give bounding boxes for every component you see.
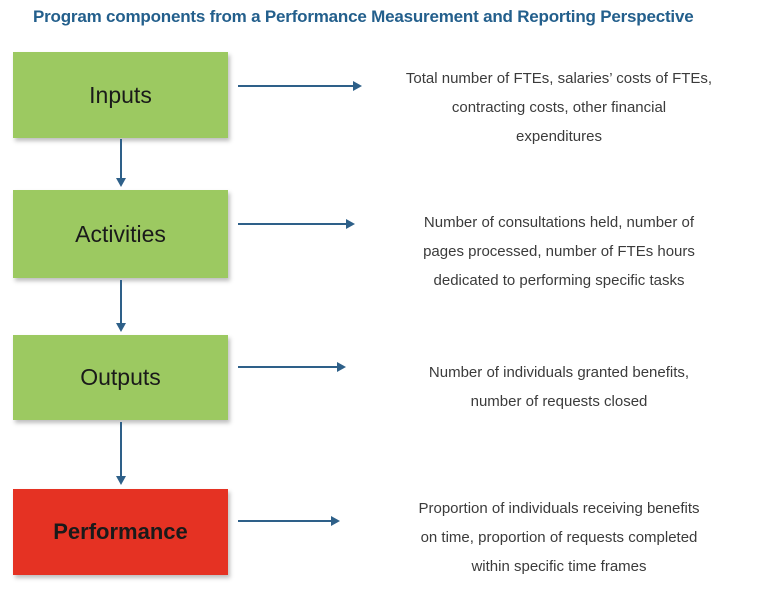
- arrow-shaft: [238, 366, 337, 368]
- arrowhead-down-icon: [115, 323, 126, 332]
- down-arrow-inputs-activities: [115, 139, 126, 187]
- arrow-shaft: [238, 223, 346, 225]
- activities-description: Number of consultations held, number of …: [423, 214, 695, 289]
- arrowhead-right-icon: [337, 362, 346, 372]
- down-arrow-activities-outputs: [115, 280, 126, 332]
- outputs-description: Number of individuals granted benefits, …: [428, 364, 690, 410]
- outputs-box-label: Outputs: [80, 364, 161, 390]
- inputs-box-label: Inputs: [89, 81, 152, 108]
- arrow-shaft: [119, 280, 122, 323]
- activities-box-label: Activities: [75, 220, 166, 247]
- right-arrow-activities: [238, 219, 355, 229]
- outputs-box: Outputs: [13, 335, 228, 420]
- arrowhead-right-icon: [346, 219, 355, 229]
- performance-box-label: Performance: [53, 519, 188, 544]
- right-arrow-performance: [238, 516, 340, 526]
- arrow-shaft: [119, 139, 122, 178]
- activities-box: Activities: [13, 190, 228, 278]
- inputs-box: Inputs: [13, 52, 228, 138]
- performance-box: Performance: [13, 489, 228, 575]
- arrow-shaft: [119, 422, 122, 476]
- page-title: Program components from a Performance Me…: [33, 7, 694, 26]
- right-arrow-inputs: [238, 81, 362, 91]
- down-arrow-outputs-performance: [115, 422, 126, 485]
- inputs-description: Total number of FTEs, salaries’ costs of…: [405, 70, 713, 145]
- arrowhead-right-icon: [331, 516, 340, 526]
- arrow-shaft: [238, 85, 353, 87]
- arrowhead-right-icon: [353, 81, 362, 91]
- arrowhead-down-icon: [115, 476, 126, 485]
- arrowhead-down-icon: [115, 178, 126, 187]
- arrow-shaft: [238, 520, 331, 522]
- performance-description: Proportion of individuals receiving bene…: [418, 500, 700, 575]
- right-arrow-outputs: [238, 362, 346, 372]
